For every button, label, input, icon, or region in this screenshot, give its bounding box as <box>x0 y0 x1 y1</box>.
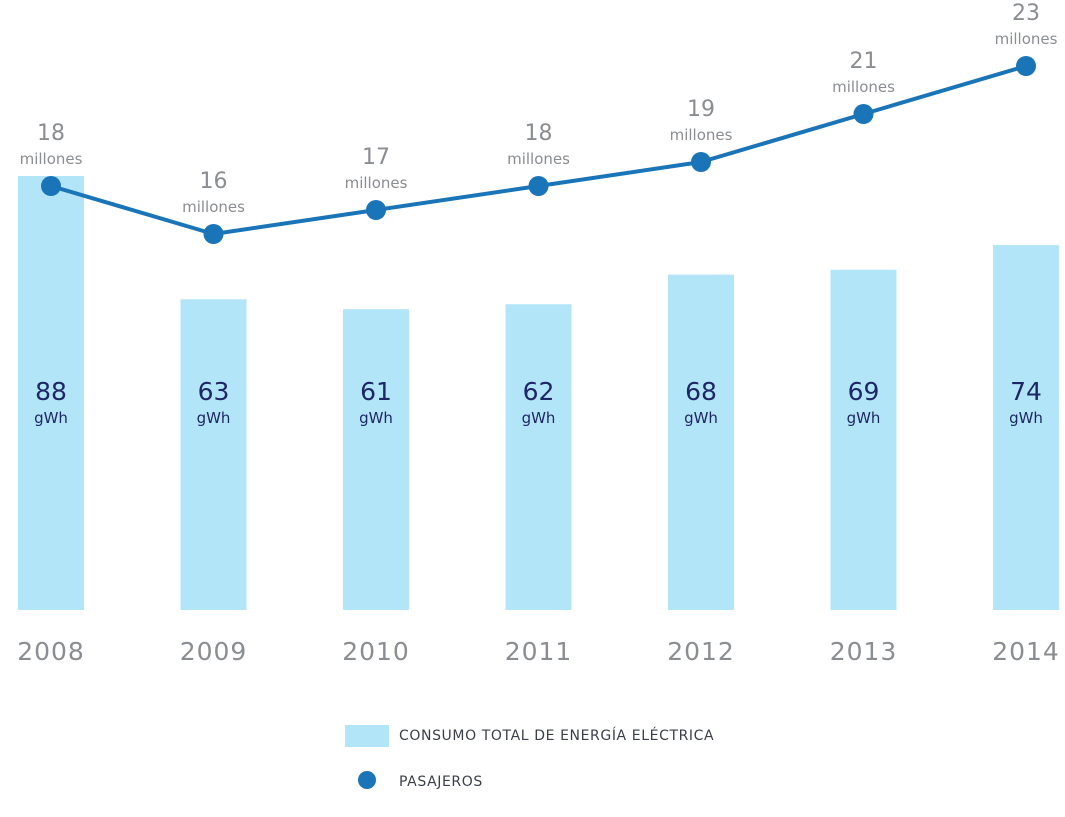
passengers-point <box>528 176 549 196</box>
bar-value-label: 74 <box>1010 377 1042 406</box>
x-tick-label: 2008 <box>17 637 85 666</box>
point-unit-label: millones <box>182 198 245 216</box>
x-tick-label: 2009 <box>180 637 248 666</box>
legend-swatch-bar <box>345 725 389 747</box>
legend-item-energy: CONSUMO TOTAL DE ENERGÍA ELÉCTRICA <box>345 725 714 747</box>
bar-unit-label: gWh <box>1009 409 1043 427</box>
point-unit-label: millones <box>507 150 570 168</box>
x-tick-label: 2014 <box>992 637 1060 666</box>
x-tick-label: 2010 <box>342 637 410 666</box>
bar-2010 <box>343 309 409 610</box>
legend: CONSUMO TOTAL DE ENERGÍA ELÉCTRICA PASAJ… <box>345 725 714 817</box>
x-tick-label: 2011 <box>505 637 573 666</box>
point-value-label: 21 <box>850 49 878 74</box>
bar-unit-label: gWh <box>34 409 68 427</box>
x-tick-label: 2012 <box>667 637 735 666</box>
bar-line-chart: 88 gWh 63 gWh 61 gWh 62 gWh 68 gWh 69 gWh 74 gWh 18 mil… <box>17 1 1060 666</box>
point-value-label: 23 <box>1012 1 1040 26</box>
legend-label-passengers: PASAJEROS <box>399 774 483 790</box>
bar-unit-label: gWh <box>359 409 393 427</box>
passengers-point <box>203 224 224 244</box>
passengers-point <box>41 176 61 196</box>
bar-unit-label: gWh <box>684 409 718 427</box>
point-unit-label: millones <box>995 30 1058 48</box>
bar-2011 <box>505 304 572 610</box>
bar-2014 <box>993 245 1059 610</box>
passengers-point <box>691 152 711 172</box>
passengers-point <box>1016 56 1036 76</box>
bar-unit-label: gWh <box>847 409 881 427</box>
legend-label-energy: CONSUMO TOTAL DE ENERGÍA ELÉCTRICA <box>399 728 715 744</box>
point-value-label: 17 <box>362 145 390 170</box>
bar-value-label: 61 <box>360 377 392 406</box>
bar-unit-label: gWh <box>197 409 231 427</box>
legend-swatch-dot <box>358 771 376 789</box>
point-value-label: 18 <box>37 121 65 146</box>
passengers-point <box>366 200 386 220</box>
bar-2009 <box>180 299 247 610</box>
x-tick-label: 2013 <box>830 637 898 666</box>
bar-value-label: 68 <box>685 377 717 406</box>
point-value-label: 18 <box>525 121 553 146</box>
point-value-label: 16 <box>200 169 228 194</box>
bar-2013 <box>830 269 897 610</box>
bar-value-label: 63 <box>198 377 230 406</box>
bar-2008 <box>18 176 84 610</box>
point-unit-label: millones <box>832 78 895 96</box>
bar-2012 <box>668 274 734 610</box>
bar-value-label: 62 <box>523 377 555 406</box>
point-unit-label: millones <box>20 150 83 168</box>
point-unit-label: millones <box>345 174 408 192</box>
point-value-label: 19 <box>687 97 715 122</box>
bar-value-label: 88 <box>35 377 67 406</box>
bar-value-label: 69 <box>848 377 880 406</box>
point-unit-label: millones <box>670 126 733 144</box>
bar-unit-label: gWh <box>522 409 556 427</box>
legend-item-passengers: PASAJEROS <box>345 771 714 793</box>
passengers-point <box>853 104 874 124</box>
